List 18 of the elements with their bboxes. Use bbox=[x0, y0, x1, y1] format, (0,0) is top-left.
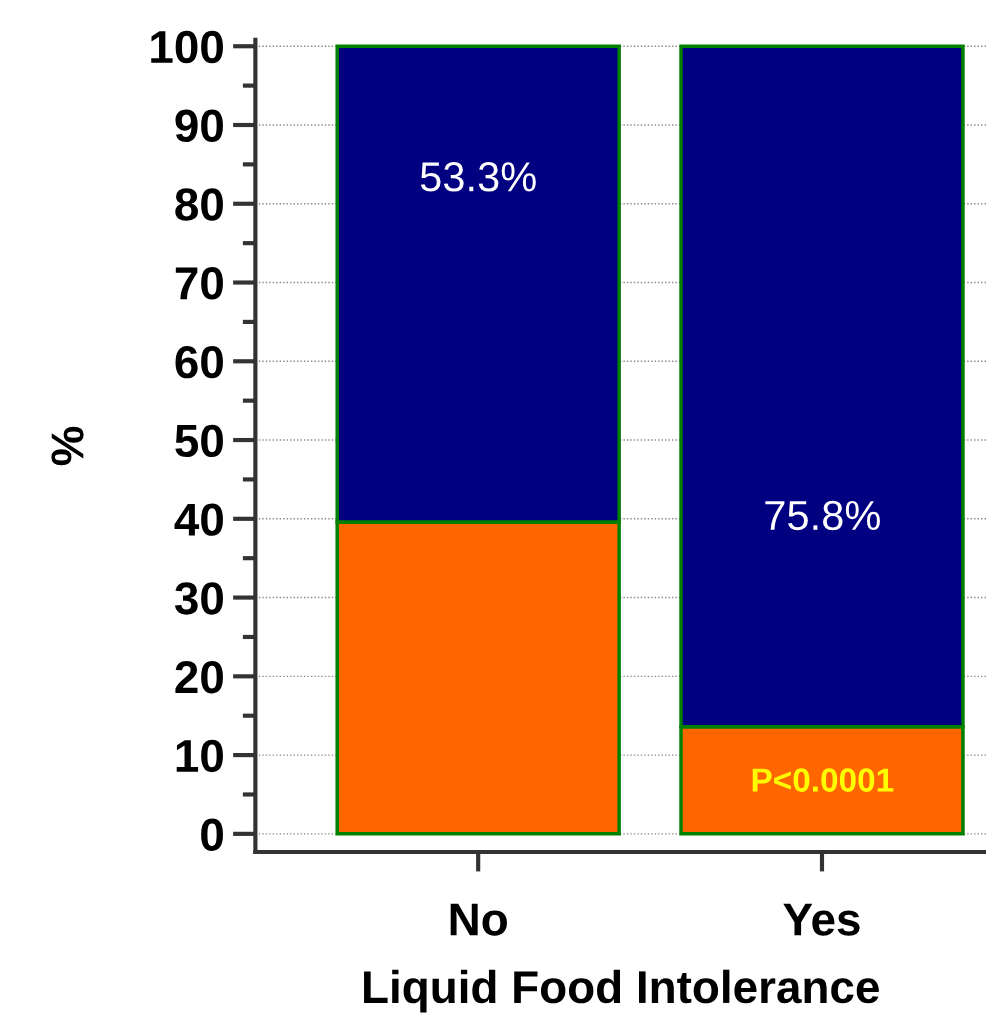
y-tick-label: 10 bbox=[176, 739, 223, 773]
y-tick-label: 60 bbox=[175, 345, 223, 379]
y-tick-label: 30 bbox=[174, 582, 223, 615]
y-tick-label: 50 bbox=[175, 424, 223, 458]
annotation: 53.3% bbox=[420, 162, 536, 192]
y-tick-label: 40 bbox=[174, 503, 223, 536]
y-tick-label: 90 bbox=[175, 109, 223, 143]
y-tick-label: 20 bbox=[175, 660, 223, 694]
annotation: 75.8% bbox=[765, 500, 880, 531]
y-tick-label: 0 bbox=[201, 818, 223, 851]
y-axis-title: % bbox=[51, 426, 84, 466]
y-tick-label: 80 bbox=[175, 188, 223, 221]
y-tick-label: 70 bbox=[175, 267, 223, 300]
annotation: P<0.0001 bbox=[752, 768, 894, 792]
y-tick-label: 100 bbox=[151, 30, 223, 64]
x-tick-label: No bbox=[450, 903, 507, 936]
x-axis-title: Liquid Food Intolerance bbox=[364, 969, 879, 1013]
x-tick-label: Yes bbox=[783, 903, 860, 936]
